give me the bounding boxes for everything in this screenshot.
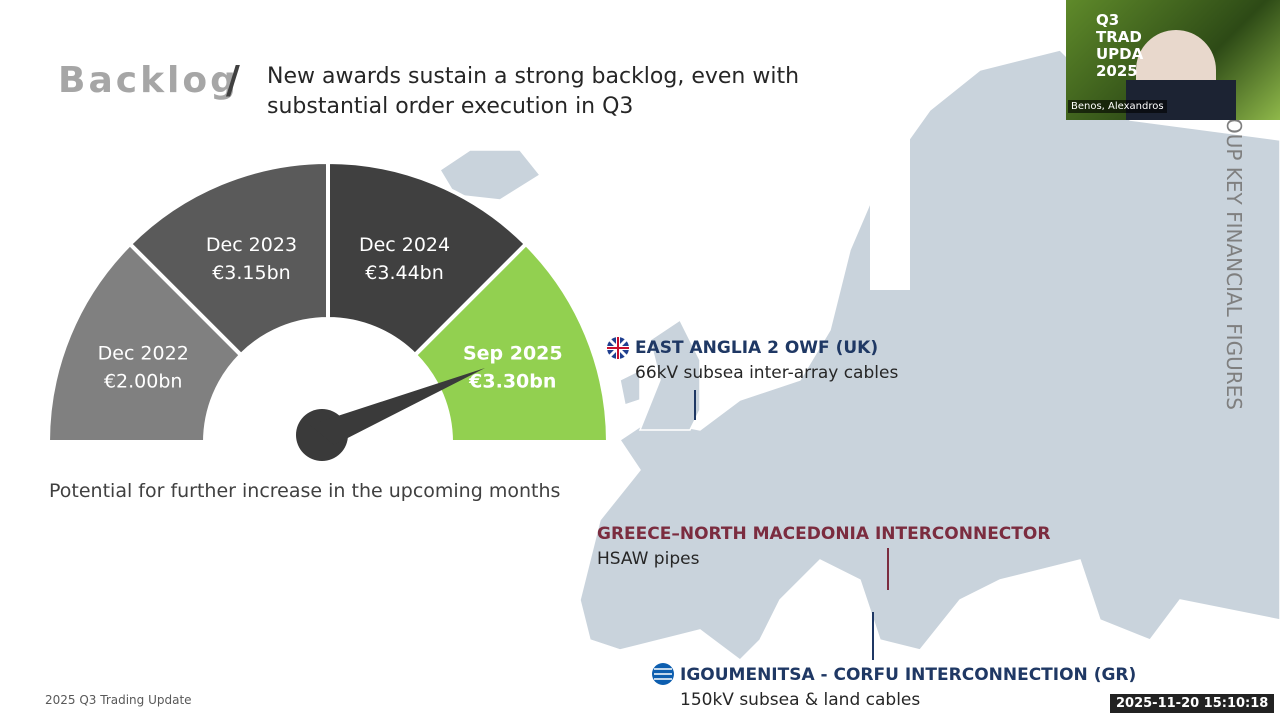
title: Backlog	[58, 60, 239, 101]
footer: 2025 Q3 Trading Update	[45, 693, 192, 707]
video-feed: Q3 TRAD UPDA 2025 Benos, Alexandros	[1066, 0, 1280, 120]
video-banner: Q3 TRAD UPDA 2025	[1096, 11, 1144, 80]
segment-value: €3.15bn	[212, 262, 291, 284]
project-detail: 66kV subsea inter-array cables	[635, 363, 899, 383]
project-title: GREECE–NORTH MACEDONIA INTERCONNECTOR	[597, 524, 1051, 544]
flag-gr	[652, 663, 674, 685]
gauge-segment	[127, 159, 330, 358]
speaker-name: Benos, Alexandros	[1068, 100, 1167, 113]
segment-label: Dec 2024	[359, 234, 450, 256]
side-label: OUP KEY FINANCIAL FIGURES	[1222, 118, 1246, 410]
segment-value: €3.44bn	[365, 262, 444, 284]
separator: /	[226, 58, 240, 102]
gauge-segment	[45, 241, 244, 444]
segment-label: Dec 2023	[206, 234, 297, 256]
project-detail: 150kV subsea & land cables	[680, 690, 921, 710]
gauge: Dec 2022 €2.00bn Dec 2023 €3.15bn Dec 2024 €3…	[45, 159, 611, 444]
subtitle: New awards sustain a strong backlog, eve…	[267, 64, 800, 119]
segment-value: €3.30bn	[468, 370, 556, 392]
needle	[310, 368, 485, 445]
project-detail: HSAW pipes	[597, 549, 700, 569]
timestamp: 2025-11-20 15:10:18	[1110, 694, 1275, 713]
note: Potential for further increase in the up…	[49, 480, 561, 502]
project-title: IGOUMENITSA - CORFU INTERCONNECTION (GR)	[680, 665, 1137, 685]
gauge-segment	[326, 159, 529, 358]
project-title: EAST ANGLIA 2 OWF (UK)	[635, 338, 879, 358]
segment-label: Sep 2025	[463, 342, 563, 364]
segment-value: €2.00bn	[104, 370, 183, 392]
flag-uk	[607, 337, 629, 359]
segment-label: Dec 2022	[98, 342, 189, 364]
gauge-segment	[412, 241, 611, 444]
